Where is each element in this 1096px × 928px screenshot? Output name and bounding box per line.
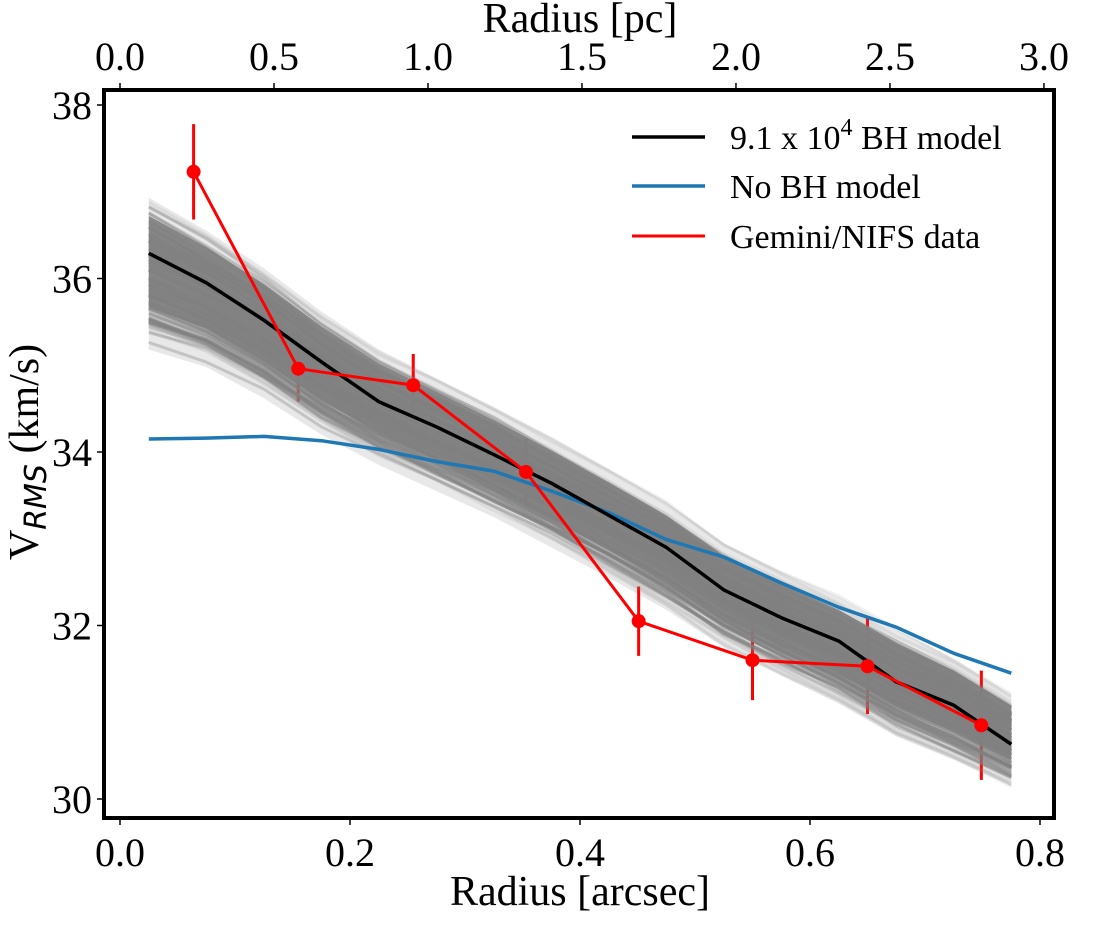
ensemble-model-line [148, 303, 1013, 770]
ensemble-model-line [148, 331, 1012, 788]
data-point [186, 164, 201, 179]
ensemble-core-fill [148, 216, 1012, 761]
ensemble-model-line [148, 307, 1012, 775]
data-point [291, 361, 306, 376]
x-axis-bottom: 0.0 0.2 0.4 0.6 0.8 [95, 818, 1065, 875]
data-line [192, 171, 983, 727]
x-top-tick-label: 2.5 [865, 34, 915, 79]
x-top-tick-label: 2.0 [711, 34, 761, 79]
x-axis-top: 0.0 0.5 1.0 1.5 2.0 2.5 3.0 [95, 34, 1069, 90]
legend-label-no-bh-model: No BH model [730, 169, 921, 206]
ensemble-model-line [148, 340, 1012, 767]
ensemble-model-line [148, 320, 1012, 768]
y-tick-label: 36 [52, 257, 92, 302]
ensemble-model-line [148, 317, 1012, 778]
data-point [974, 718, 989, 733]
ensemble-model-line [148, 200, 1013, 699]
ensemble-model-line [148, 328, 1012, 777]
x-top-tick-label: 1.0 [403, 34, 453, 79]
y-tick-label: 30 [52, 777, 92, 822]
ensemble-model-line [148, 306, 1012, 772]
x-tick-label: 0.8 [1015, 830, 1065, 875]
data-series [186, 164, 989, 733]
ensemble-model-line [148, 320, 1012, 765]
x-tick-label: 0.0 [95, 830, 145, 875]
data-point [631, 614, 646, 629]
ensemble-model-line [148, 324, 1012, 786]
data-point [860, 659, 875, 674]
ensemble-model-line [148, 320, 1013, 786]
x-axis-top-label: Radius [pc] [483, 0, 678, 42]
ensemble-model-line [148, 304, 1012, 770]
plot-frame [102, 88, 1056, 820]
x-axis-label: Radius [arcsec] [450, 869, 710, 915]
model-ensemble-lines [148, 200, 1013, 788]
y-tick-label: 34 [52, 430, 92, 475]
x-tick-label: 0.6 [785, 830, 835, 875]
x-top-tick-label: 0.0 [95, 34, 145, 79]
y-axis-label-main: V [2, 530, 48, 560]
legend-label-data: Gemini/NIFS data [730, 219, 980, 256]
ensemble-model-line [148, 330, 1012, 761]
y-axis-label-unit: (km/s) [2, 344, 48, 464]
y-axis: 30 32 34 36 38 [52, 83, 104, 822]
x-top-tick-label: 3.0 [1019, 34, 1069, 79]
ensemble-model-line [148, 307, 1012, 769]
series-line-no-bh-model [148, 434, 1012, 675]
ensemble-model-line [148, 312, 1012, 774]
ensemble-model-line [148, 319, 1012, 764]
x-tick-label: 0.2 [325, 830, 375, 875]
y-axis-label-subscript: RMS [19, 464, 54, 530]
ensemble-model-line [148, 206, 1013, 696]
data-point [406, 378, 421, 393]
y-tick-label: 32 [52, 604, 92, 649]
y-tick-label: 38 [52, 83, 92, 128]
legend: 9.1 x 104 BH model No BH model Gemini/NI… [632, 115, 1002, 256]
x-top-tick-label: 1.5 [557, 34, 607, 79]
y-axis-label: VRMS (km/s) [2, 344, 54, 560]
x-tick-label: 0.4 [555, 830, 605, 875]
ensemble-model-line [148, 322, 1012, 761]
ensemble-model-line [148, 322, 1012, 784]
legend-label-bh-model: 9.1 x 104 BH model [730, 115, 1002, 157]
data-point [518, 464, 533, 479]
data-point [745, 653, 760, 668]
x-top-tick-label: 0.5 [249, 34, 299, 79]
